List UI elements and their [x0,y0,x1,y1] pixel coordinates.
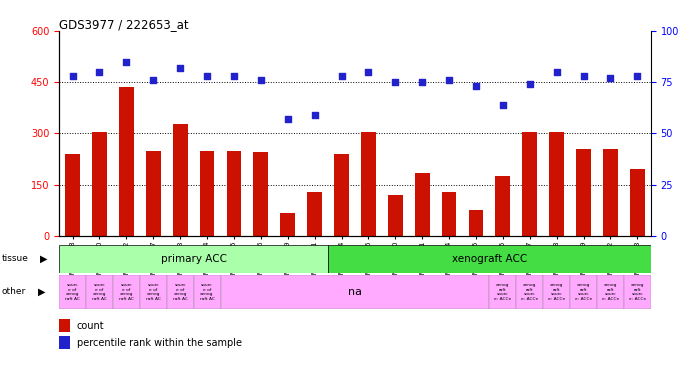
Text: tissue: tissue [1,254,29,263]
Point [309,112,320,118]
Bar [415,173,429,236]
Text: other: other [1,287,26,296]
Point [67,73,78,79]
Point [470,83,482,89]
Bar [307,192,322,236]
Text: xenog
raft
sourc
e: ACCe: xenog raft sourc e: ACCe [548,283,565,301]
Bar [200,151,214,236]
Text: sourc
e of
xenog
raft AC: sourc e of xenog raft AC [119,283,134,301]
Text: xenog
raft
sourc
e: ACCe: xenog raft sourc e: ACCe [575,283,592,301]
Text: GDS3977 / 222653_at: GDS3977 / 222653_at [59,18,189,31]
Bar [468,210,483,236]
Bar [140,275,167,309]
Bar [146,151,161,236]
Point [632,73,643,79]
Text: ▶: ▶ [38,287,46,297]
Bar [489,275,516,309]
Bar [388,195,403,236]
Point [202,73,213,79]
Text: ▶: ▶ [40,254,48,264]
Bar [59,245,328,273]
Bar [624,275,651,309]
Bar [516,275,543,309]
Point [443,77,454,83]
Text: primary ACC: primary ACC [161,254,227,264]
Bar [442,192,457,236]
Bar [221,275,489,309]
Point [578,73,589,79]
Bar [227,151,242,236]
Point [255,77,267,83]
Text: xenograft ACC: xenograft ACC [452,254,527,264]
Bar [523,132,537,236]
Bar [86,275,113,309]
Text: na: na [348,287,362,297]
Text: xenog
raft
sourc
e: ACCe: xenog raft sourc e: ACCe [602,283,619,301]
Bar [328,245,651,273]
Bar [361,132,376,236]
Bar [334,154,349,236]
Text: count: count [77,321,104,331]
Bar [543,275,570,309]
Bar [630,169,644,236]
Bar [59,336,70,349]
Bar [113,275,140,309]
Bar [597,275,624,309]
Point [363,69,374,75]
Bar [576,149,591,236]
Bar [603,149,618,236]
Bar [549,132,564,236]
Bar [119,87,134,236]
Text: percentile rank within the sample: percentile rank within the sample [77,338,242,348]
Text: sourc
e of
xenog
raft AC: sourc e of xenog raft AC [200,283,214,301]
Point [524,81,535,87]
Bar [280,213,295,236]
Point [228,73,239,79]
Point [605,75,616,81]
Bar [59,319,70,332]
Point [282,116,293,122]
Point [121,58,132,65]
Text: sourc
e of
xenog
raft AC: sourc e of xenog raft AC [92,283,107,301]
Bar [65,154,80,236]
Point [551,69,562,75]
Point [148,77,159,83]
Point [417,79,428,85]
Text: sourc
e of
xenog
raft AC: sourc e of xenog raft AC [65,283,80,301]
Text: xenog
raft
sourc
e: ACCe: xenog raft sourc e: ACCe [628,283,646,301]
Bar [92,132,107,236]
Bar [496,176,510,236]
Point [390,79,401,85]
Bar [167,275,193,309]
Bar [570,275,597,309]
Point [94,69,105,75]
Point [336,73,347,79]
Text: sourc
e of
xenog
raft AC: sourc e of xenog raft AC [146,283,161,301]
Point [175,65,186,71]
Point [498,102,509,108]
Bar [173,124,187,236]
Text: xenog
raft
sourc
e: ACCe: xenog raft sourc e: ACCe [521,283,539,301]
Bar [253,152,268,236]
Text: xenog
raft
sourc
e: ACCe: xenog raft sourc e: ACCe [494,283,512,301]
Bar [59,275,86,309]
Text: sourc
e of
xenog
raft AC: sourc e of xenog raft AC [173,283,188,301]
Bar [193,275,221,309]
